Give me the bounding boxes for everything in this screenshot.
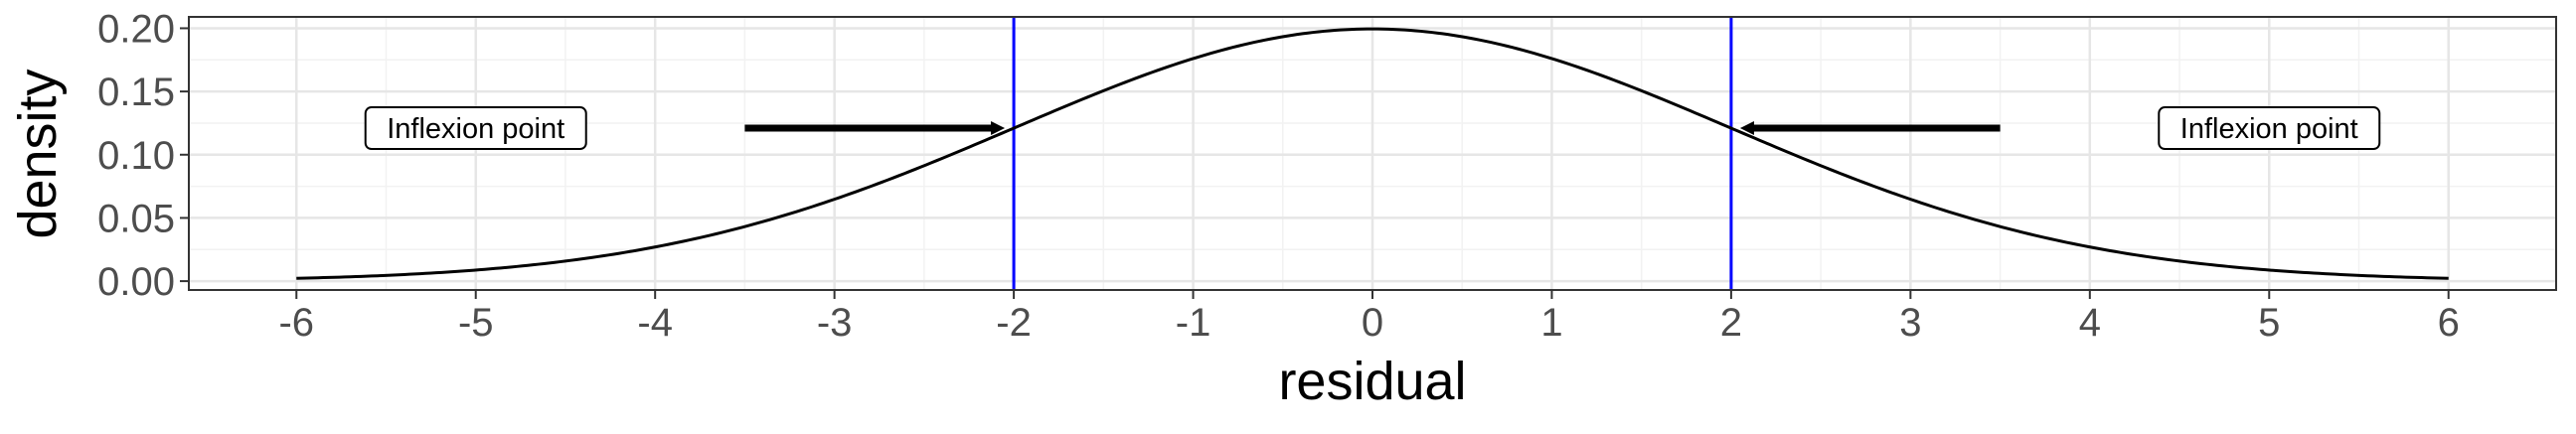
x-tick-label: 2 <box>1720 301 1742 345</box>
x-tick-label: -4 <box>637 301 673 345</box>
arrowhead <box>991 121 1006 136</box>
annotation-text: Inflexion point <box>387 113 564 145</box>
annotation-label: Inflexion point <box>2158 106 2381 151</box>
annotation-label: Inflexion point <box>364 106 587 151</box>
annotations-layer: Inflexion point Inflexion point <box>364 106 2381 151</box>
arrows-layer <box>744 121 2001 136</box>
y-tick-label: 0.20 <box>97 7 175 51</box>
annotation-text: Inflexion point <box>2180 113 2358 145</box>
x-tick-label: 3 <box>1899 301 1921 345</box>
x-axis-label: residual <box>1278 352 1466 411</box>
annotation-box <box>2158 106 2381 151</box>
y-tick-label: 0.15 <box>97 71 175 114</box>
arrowhead <box>1739 121 1754 136</box>
axes-layer: -6 -5 -4 -3 -2 -1 0 1 2 3 4 5 6 0.00 0.05 0.10 0.15 0.20 <box>97 7 2460 345</box>
x-tick-label: -3 <box>817 301 853 345</box>
x-tick-label: 4 <box>2079 301 2101 345</box>
x-tick-label: 6 <box>2438 301 2460 345</box>
y-axis-label: density <box>8 69 68 238</box>
arrow <box>744 121 1006 136</box>
x-tick-label: 1 <box>1540 301 1562 345</box>
y-tick-label: 0.10 <box>97 134 175 178</box>
arrow <box>1739 121 2001 136</box>
x-tick-label: 0 <box>1362 301 1383 345</box>
x-tick-label: 5 <box>2258 301 2280 345</box>
x-tick-label: -1 <box>1176 301 1211 345</box>
x-tick-label: -2 <box>996 301 1032 345</box>
grid-layer <box>189 17 2556 290</box>
x-tick-label: -5 <box>458 301 494 345</box>
vertical-lines-layer <box>1012 17 1733 290</box>
annotation-box <box>364 106 587 151</box>
y-tick-label: 0.05 <box>97 197 175 240</box>
y-tick-label: 0.00 <box>97 260 175 304</box>
density-curve <box>296 27 2449 280</box>
x-tick-label: -6 <box>278 301 314 345</box>
curve-layer <box>296 27 2449 280</box>
